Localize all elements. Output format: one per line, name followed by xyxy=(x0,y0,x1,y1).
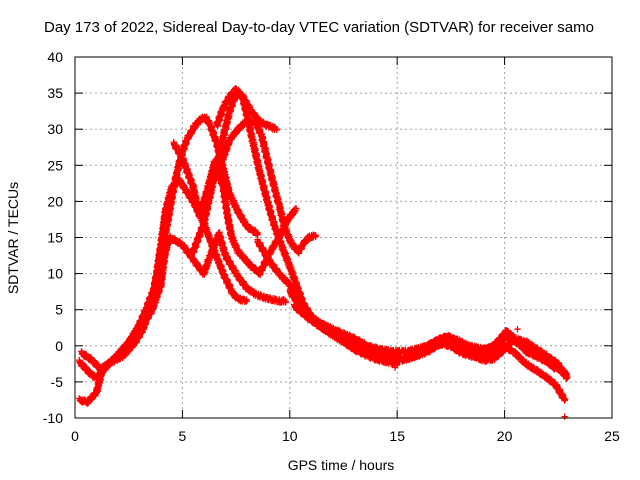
data-points xyxy=(76,85,571,420)
grid-lines xyxy=(75,57,612,418)
chart-title: Day 173 of 2022, Sidereal Day-to-day VTE… xyxy=(44,19,594,36)
